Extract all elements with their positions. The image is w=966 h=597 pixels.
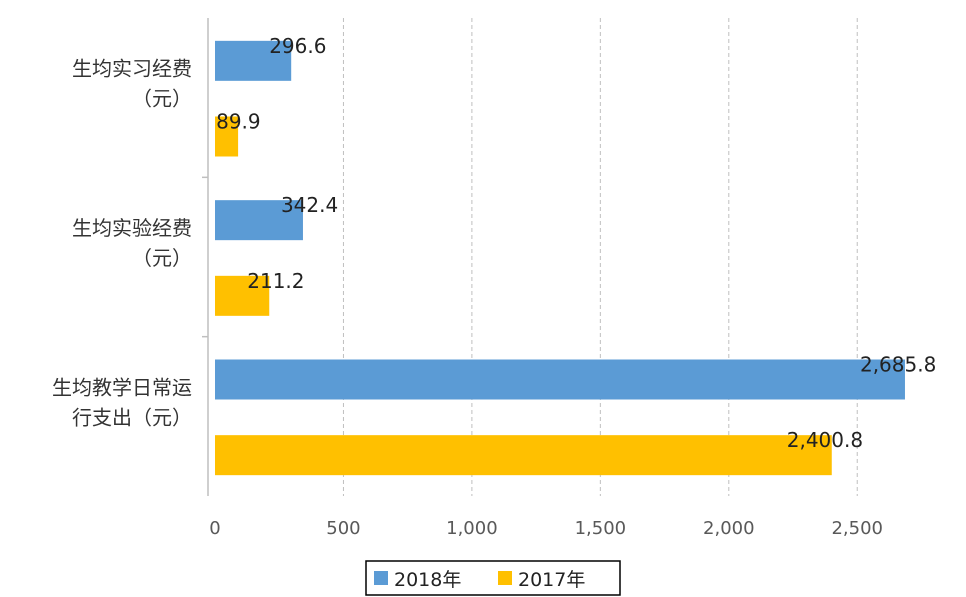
category-label-2-1: 行支出（元） [72,405,192,429]
legend-label-2017: 2017年 [518,569,585,591]
bar-2018年-2 [215,359,905,400]
data-label-2017年-2: 2,400.8 [787,428,863,452]
category-label-1-0: 生均实验经费 [72,216,192,240]
data-labels: 296.6 89.9 342.4 211.2 2,685.8 2,400.8 [216,34,936,452]
x-tick-label-500: 500 [326,518,360,539]
bar-2017年-0 [215,116,239,157]
x-tick-label-2500: 2,500 [831,518,883,539]
bar-2018年-1 [215,200,303,241]
x-tick-labels: 0 500 1,000 1,500 2,000 2,500 [209,518,883,539]
bars [215,40,905,476]
x-tick-label-0: 0 [209,518,220,539]
bar-2018年-0 [215,40,292,81]
category-label-0-0: 生均实习经费 [72,57,192,81]
category-label-2-0: 生均教学日常运 [52,375,192,399]
bar-2017年-2 [215,435,832,476]
data-label-2017年-0: 89.9 [216,110,261,134]
legend: 2018年 2017年 [365,560,621,596]
data-label-2018年-0: 296.6 [269,34,326,58]
legend-swatch-2018 [374,571,388,585]
data-label-2018年-1: 342.4 [281,193,338,217]
category-label-1-1: （元） [132,246,192,270]
legend-label-2018: 2018年 [394,569,461,591]
data-label-2018年-2: 2,685.8 [860,353,936,377]
data-label-2017年-1: 211.2 [247,269,304,293]
x-tick-label-1000: 1,000 [446,518,498,539]
legend-box [365,560,621,596]
grid-lines [202,18,858,496]
legend-swatch-2017 [498,571,512,585]
x-tick-label-2000: 2,000 [703,518,755,539]
bar-2017年-1 [215,275,270,316]
x-tick-label-1500: 1,500 [575,518,627,539]
category-label-0-1: （元） [132,87,192,111]
